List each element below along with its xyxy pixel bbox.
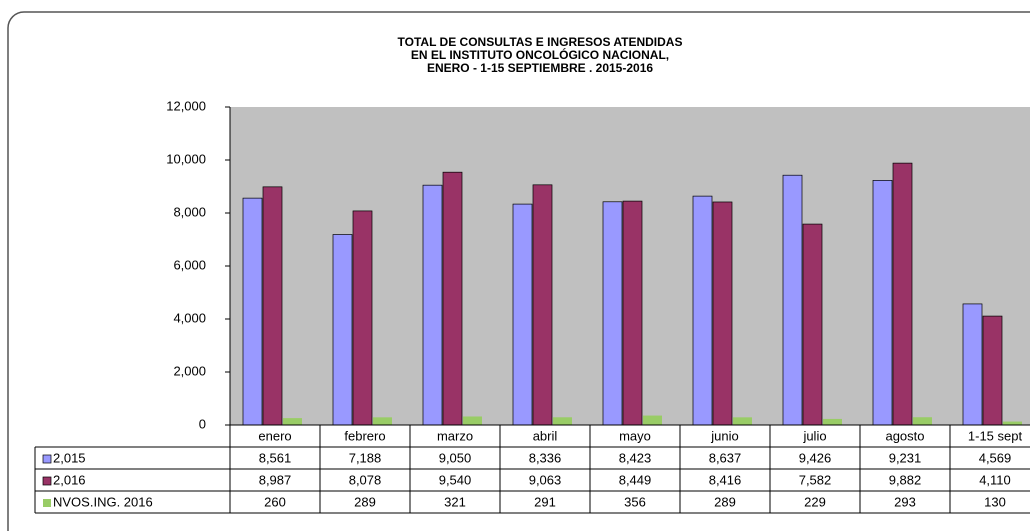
table-value: 229 xyxy=(804,494,826,509)
y-tick-label: 4,000 xyxy=(173,310,206,325)
bar xyxy=(782,174,803,426)
bar xyxy=(712,201,733,426)
table-value: 9,050 xyxy=(439,450,472,465)
table-value: 289 xyxy=(714,494,736,509)
bar xyxy=(283,418,302,425)
bar xyxy=(892,162,913,426)
bar xyxy=(872,180,893,426)
chart-title: TOTAL DE CONSULTAS E INGRESOS ATENDIDAS xyxy=(398,35,683,49)
table-value: 4,110 xyxy=(979,472,1011,487)
bar xyxy=(622,200,643,426)
bar xyxy=(733,417,752,425)
bar xyxy=(913,417,932,425)
bar xyxy=(512,203,533,426)
chart-title: ENERO - 1-15 SEPTIEMBRE . 2015-2016 xyxy=(427,61,653,75)
table-value: 260 xyxy=(264,494,286,509)
legend-swatch xyxy=(42,454,52,464)
bar xyxy=(422,184,443,426)
bar xyxy=(982,315,1003,426)
table-value: 291 xyxy=(534,494,556,509)
y-tick-label: 6,000 xyxy=(173,257,206,272)
table-value: 8,423 xyxy=(619,450,652,465)
table-value: 321 xyxy=(444,494,466,509)
bar xyxy=(802,223,823,426)
legend-swatch xyxy=(43,499,51,507)
x-tick-label: marzo xyxy=(437,428,473,443)
bar xyxy=(373,417,392,425)
x-tick-label: julio xyxy=(802,428,826,443)
table-value: 356 xyxy=(624,494,646,509)
table-value: 8,449 xyxy=(619,472,652,487)
legend-label: NVOS.ING. 2016 xyxy=(53,494,153,509)
table-value: 8,336 xyxy=(529,450,562,465)
table-value: 130 xyxy=(984,494,1006,509)
bar xyxy=(553,417,572,425)
x-tick-label: abril xyxy=(533,428,558,443)
bar xyxy=(643,415,662,425)
bar xyxy=(242,197,263,426)
table-value: 289 xyxy=(354,494,376,509)
table-value: 8,078 xyxy=(349,472,382,487)
bar xyxy=(602,201,623,426)
bar xyxy=(1003,421,1022,425)
y-tick-label: 8,000 xyxy=(173,204,206,219)
bar xyxy=(352,210,373,426)
bar xyxy=(463,416,482,425)
table-value: 8,561 xyxy=(259,450,292,465)
table-value: 9,063 xyxy=(529,472,562,487)
table-value: 9,540 xyxy=(439,472,472,487)
legend-label: 2,015 xyxy=(53,450,86,465)
table-value: 9,231 xyxy=(889,450,922,465)
x-tick-label: 1-15 sept xyxy=(968,428,1023,443)
y-tick-label: 0 xyxy=(199,416,206,431)
table-value: 4,569 xyxy=(979,450,1012,465)
bar xyxy=(262,186,283,426)
x-tick-label: junio xyxy=(710,428,738,443)
x-tick-label: agosto xyxy=(885,428,924,443)
chart-title: EN EL INSTITUTO ONCOLÓGICO NACIONAL, xyxy=(411,47,669,62)
bar xyxy=(532,184,553,426)
x-tick-label: febrero xyxy=(344,428,385,443)
x-tick-label: mayo xyxy=(619,428,651,443)
x-tick-label: enero xyxy=(258,428,291,443)
table-value: 9,426 xyxy=(799,450,832,465)
table-value: 8,637 xyxy=(709,450,742,465)
legend-label: 2,016 xyxy=(53,472,86,487)
bar xyxy=(442,171,463,426)
legend-swatch xyxy=(42,476,52,486)
bar xyxy=(692,195,713,426)
bar xyxy=(962,303,983,426)
y-tick-label: 2,000 xyxy=(173,363,206,378)
table-value: 7,582 xyxy=(799,472,832,487)
table-value: 8,987 xyxy=(259,472,292,487)
table-value: 8,416 xyxy=(709,472,742,487)
table-value: 7,188 xyxy=(349,450,382,465)
table-value: 9,882 xyxy=(889,472,922,487)
y-tick-label: 12,000 xyxy=(166,98,206,113)
bar xyxy=(332,234,353,426)
bar xyxy=(823,418,842,425)
y-tick-label: 10,000 xyxy=(166,151,206,166)
table-value: 293 xyxy=(894,494,916,509)
